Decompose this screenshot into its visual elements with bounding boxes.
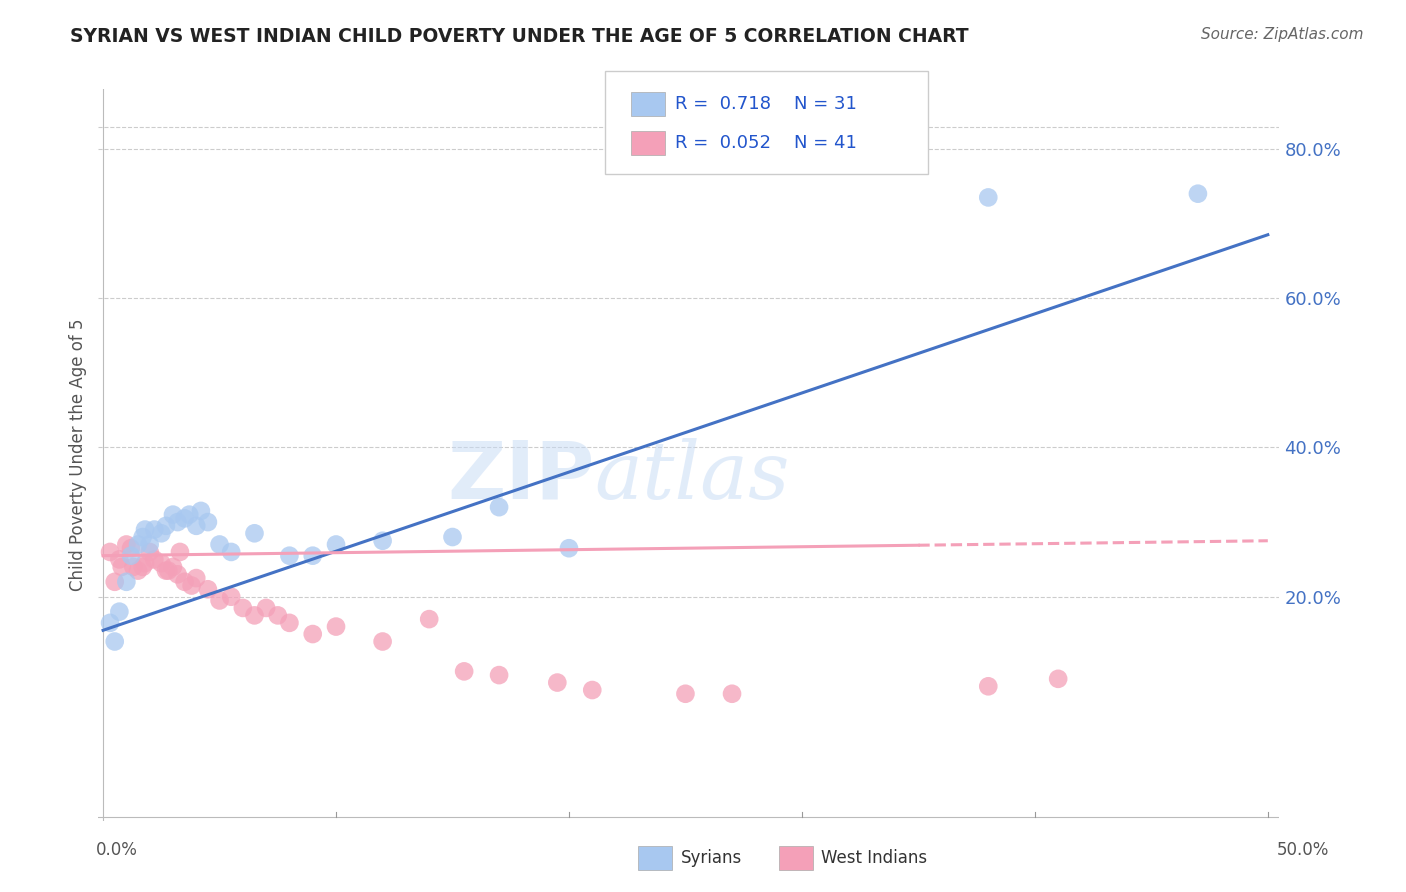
Point	[173, 574, 195, 589]
Point	[488, 500, 510, 515]
Point	[166, 567, 188, 582]
Point	[104, 634, 127, 648]
Point	[143, 523, 166, 537]
Point	[278, 615, 301, 630]
Point	[162, 560, 184, 574]
Point	[254, 601, 277, 615]
Point	[131, 530, 153, 544]
Point	[219, 590, 242, 604]
Point	[134, 523, 156, 537]
Text: West Indians: West Indians	[821, 849, 927, 867]
Point	[131, 560, 153, 574]
Point	[1047, 672, 1070, 686]
Point	[169, 545, 191, 559]
Point	[301, 549, 323, 563]
Point	[453, 665, 475, 679]
Text: R =  0.052    N = 41: R = 0.052 N = 41	[675, 134, 856, 152]
Point	[243, 526, 266, 541]
Point	[721, 687, 744, 701]
Point	[208, 537, 231, 551]
Point	[208, 593, 231, 607]
Point	[581, 683, 603, 698]
Point	[325, 619, 347, 633]
Point	[278, 549, 301, 563]
Point	[150, 526, 173, 541]
Point	[186, 518, 208, 533]
Point	[115, 537, 138, 551]
Point	[190, 504, 212, 518]
Point	[111, 560, 134, 574]
Text: 50.0%: 50.0%	[1277, 840, 1329, 858]
Text: Syrians: Syrians	[681, 849, 742, 867]
Point	[675, 687, 697, 701]
Point	[197, 582, 219, 597]
Point	[108, 605, 131, 619]
Text: 0.0%: 0.0%	[96, 840, 138, 858]
Point	[1187, 186, 1209, 201]
Point	[488, 668, 510, 682]
Y-axis label: Child Poverty Under the Age of 5: Child Poverty Under the Age of 5	[69, 318, 87, 591]
Text: SYRIAN VS WEST INDIAN CHILD POVERTY UNDER THE AGE OF 5 CORRELATION CHART: SYRIAN VS WEST INDIAN CHILD POVERTY UNDE…	[70, 27, 969, 45]
Point	[546, 675, 568, 690]
Point	[197, 515, 219, 529]
Text: R =  0.718    N = 31: R = 0.718 N = 31	[675, 95, 856, 113]
Point	[162, 508, 184, 522]
Point	[371, 634, 394, 648]
Point	[127, 537, 149, 551]
Point	[150, 556, 173, 570]
Point	[138, 537, 160, 551]
Point	[977, 190, 1000, 204]
Point	[173, 511, 195, 525]
Point	[98, 545, 121, 559]
Text: atlas: atlas	[595, 438, 790, 516]
Point	[418, 612, 440, 626]
Text: Source: ZipAtlas.com: Source: ZipAtlas.com	[1201, 27, 1364, 42]
Point	[120, 541, 142, 556]
Point	[179, 508, 201, 522]
Point	[104, 574, 127, 589]
Point	[267, 608, 290, 623]
Point	[186, 571, 208, 585]
Point	[243, 608, 266, 623]
Point	[166, 515, 188, 529]
Point	[134, 556, 156, 570]
Text: ZIP: ZIP	[447, 438, 595, 516]
Point	[558, 541, 581, 556]
Point	[115, 574, 138, 589]
Point	[98, 615, 121, 630]
Point	[155, 518, 177, 533]
Point	[180, 578, 202, 592]
Point	[143, 552, 166, 566]
Point	[325, 537, 347, 551]
Point	[122, 560, 145, 574]
Point	[232, 601, 254, 615]
Point	[108, 552, 131, 566]
Point	[219, 545, 242, 559]
Point	[120, 549, 142, 563]
Point	[138, 545, 160, 559]
Point	[157, 564, 180, 578]
Point	[371, 533, 394, 548]
Point	[301, 627, 323, 641]
Point	[127, 564, 149, 578]
Point	[977, 679, 1000, 693]
Point	[441, 530, 464, 544]
Point	[155, 564, 177, 578]
